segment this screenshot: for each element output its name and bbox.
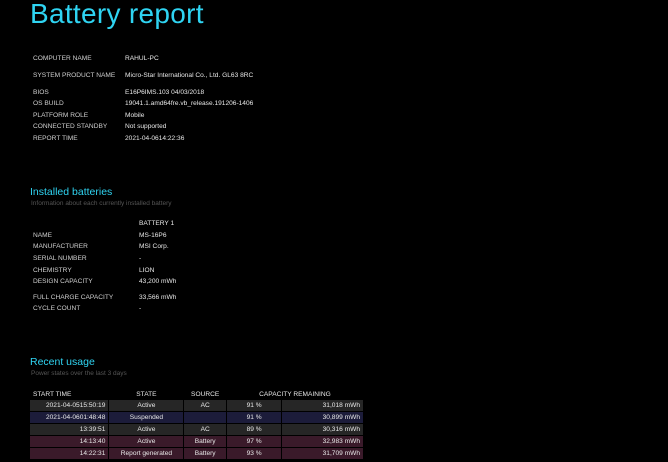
- battery-value: 43,200 mWh: [139, 278, 177, 286]
- battery-row: CYCLE COUNT -: [33, 303, 176, 315]
- usage-percent: 91 %: [226, 411, 283, 424]
- recent-usage-heading: Recent usage: [30, 356, 95, 368]
- usage-source: Battery: [183, 435, 227, 448]
- system-row: SYSTEM PRODUCT NAME Micro-Star Internatio…: [33, 65, 253, 87]
- usage-capacity: 31,018 mWh: [281, 400, 364, 412]
- usage-row: 13:39:51 Active AC 89 % 30,316 mWh: [30, 423, 364, 436]
- battery-row: SERIAL NUMBER -: [33, 253, 176, 265]
- usage-source: Battery: [183, 447, 227, 460]
- battery-column-header: BATTERY 1: [139, 220, 175, 228]
- system-value: RAHUL-PC: [125, 55, 159, 63]
- usage-row: 14:13:40 Active Battery 97 % 32,983 mWh: [30, 435, 364, 448]
- system-info-table: COMPUTER NAME RAHUL-PC SYSTEM PRODUCT NAM…: [33, 53, 253, 144]
- system-value: 2021-04-0614:22:36: [125, 134, 185, 142]
- battery-table: BATTERY 1 NAME MS-16P6 MANUFACTURER MSI Co…: [33, 218, 176, 315]
- system-key: SYSTEM PRODUCT NAME: [33, 72, 116, 79]
- usage-capacity: 30,316 mWh: [281, 423, 364, 436]
- usage-percent: 93 %: [226, 447, 283, 460]
- usage-row: 2021-04-0601:48:48 Suspended 91 % 30,899…: [30, 411, 364, 424]
- system-value: Mobile: [125, 111, 145, 119]
- usage-row: 2021-04-0515:50:19 Active AC 91 % 31,018…: [30, 400, 364, 412]
- usage-state: Active: [108, 400, 185, 412]
- usage-percent: 97 %: [226, 435, 283, 448]
- recent-usage-table: START TIME STATE SOURCE CAPACITY REMAINI…: [30, 389, 364, 460]
- start-time-header: START TIME: [33, 391, 72, 398]
- usage-source: AC: [183, 400, 227, 412]
- usage-capacity: 31,709 mWh: [281, 447, 364, 460]
- battery-row: MANUFACTURER MSI Corp.: [33, 241, 176, 253]
- battery-row: DESIGN CAPACITY 43,200 mWh: [33, 276, 176, 288]
- system-value: 19041.1.amd64fre.vb_release.191206-1406: [125, 100, 254, 108]
- usage-header-row: START TIME STATE SOURCE CAPACITY REMAINI…: [30, 389, 364, 400]
- system-key: PLATFORM ROLE: [33, 111, 89, 119]
- system-row: COMPUTER NAME RAHUL-PC: [33, 53, 253, 65]
- system-row: REPORT TIME 2021-04-0614:22:36: [33, 133, 253, 145]
- system-row: CONNECTED STANDBY Not supported: [33, 121, 253, 133]
- usage-capacity: 32,983 mWh: [281, 435, 364, 448]
- usage-start-time: 13:39:51: [30, 423, 110, 436]
- battery-row: FULL CHARGE CAPACITY 33,566 mWh: [33, 292, 176, 304]
- usage-capacity: 30,899 mWh: [281, 411, 364, 424]
- battery-value: MSI Corp.: [139, 243, 169, 251]
- system-row: BIOS E16P6IMS.103 04/03/2018: [33, 87, 253, 99]
- battery-header-row: BATTERY 1: [33, 218, 176, 230]
- battery-key: DESIGN CAPACITY: [33, 278, 93, 286]
- system-key: BIOS: [33, 88, 49, 96]
- system-value: Not supported: [125, 123, 167, 131]
- state-header: STATE: [136, 391, 157, 398]
- system-key: COMPUTER NAME: [33, 55, 92, 63]
- installed-batteries-subtitle: Information about each currently install…: [31, 200, 172, 207]
- usage-start-time: 2021-04-0601:48:48: [30, 411, 110, 424]
- usage-state: Suspended: [108, 411, 185, 424]
- usage-start-time: 14:13:40: [30, 435, 110, 448]
- system-key: OS BUILD: [33, 100, 64, 108]
- recent-usage-subtitle: Power states over the last 3 days: [31, 370, 127, 377]
- battery-key: CHEMISTRY: [33, 266, 72, 274]
- page-title: Battery report: [30, 0, 204, 29]
- system-key: REPORT TIME: [33, 134, 78, 142]
- usage-source: [183, 411, 227, 424]
- system-row: OS BUILD 19041.1.amd64fre.vb_release.1912…: [33, 98, 253, 110]
- system-value: E16P6IMS.103 04/03/2018: [125, 88, 205, 96]
- battery-key: MANUFACTURER: [33, 243, 88, 251]
- battery-value: LION: [139, 266, 155, 274]
- usage-row: 14:22:31 Report generated Battery 93 % 3…: [30, 447, 364, 460]
- battery-key: NAME: [33, 231, 53, 239]
- battery-row: CHEMISTRY LION: [33, 264, 176, 276]
- system-key: CONNECTED STANDBY: [33, 123, 108, 131]
- usage-state: Report generated: [108, 447, 185, 460]
- battery-key: FULL CHARGE CAPACITY: [33, 293, 114, 301]
- battery-value: MS-16P6: [139, 231, 167, 239]
- system-row: PLATFORM ROLE Mobile: [33, 110, 253, 122]
- battery-value: -: [139, 255, 142, 263]
- battery-key: SERIAL NUMBER: [33, 255, 87, 263]
- usage-state: Active: [108, 435, 185, 448]
- capacity-remaining-header: CAPACITY REMAINING: [259, 391, 331, 398]
- usage-start-time: 2021-04-0515:50:19: [30, 400, 110, 412]
- battery-row: NAME MS-16P6: [33, 230, 176, 242]
- battery-key: CYCLE COUNT: [33, 305, 81, 313]
- usage-state: Active: [108, 423, 185, 436]
- source-header: SOURCE: [191, 391, 220, 398]
- battery-value: -: [139, 305, 142, 313]
- usage-source: AC: [183, 423, 227, 436]
- battery-value: 33,566 mWh: [139, 293, 177, 301]
- usage-percent: 89 %: [226, 423, 283, 436]
- usage-percent: 91 %: [226, 400, 283, 412]
- system-value: Micro-Star International Co., Ltd. GL63 …: [125, 72, 254, 79]
- installed-batteries-heading: Installed batteries: [30, 186, 113, 198]
- usage-start-time: 14:22:31: [30, 447, 110, 460]
